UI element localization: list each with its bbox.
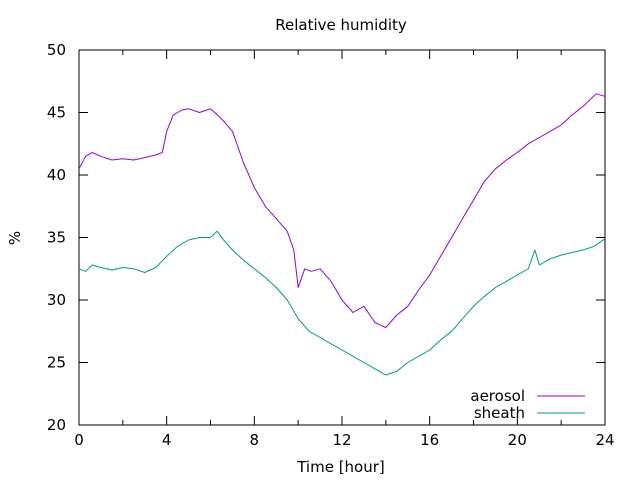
chart-title: Relative humidity [275, 16, 407, 34]
plot-area [78, 49, 606, 426]
series-lines [78, 93, 606, 376]
x-axis-title: Time [hour] [296, 458, 385, 476]
x-tick-label: 8 [250, 431, 260, 449]
series-line-sheath [78, 230, 606, 376]
x-tick-label: 0 [74, 431, 84, 449]
legend-label-sheath: sheath [474, 404, 525, 422]
y-axis-title: % [6, 231, 24, 245]
x-tick-label: 20 [508, 431, 527, 449]
plot-border [78, 49, 606, 426]
series-line-aerosol [78, 93, 606, 328]
axis-tick-labels: 0 4 8 12 16 20 24 20 25 30 35 40 45 50 [47, 41, 615, 449]
legend-label-aerosol: aerosol [470, 387, 525, 405]
x-tick-label: 16 [420, 431, 439, 449]
y-tick-label: 50 [47, 41, 66, 59]
y-tick-label: 35 [47, 229, 66, 247]
y-tick-label: 45 [47, 104, 66, 122]
y-tick-label: 25 [47, 354, 66, 372]
y-tick-label: 30 [47, 291, 66, 309]
x-tick-label: 12 [332, 431, 351, 449]
y-tick-label: 40 [47, 166, 66, 184]
x-tick-label: 4 [162, 431, 172, 449]
axis-ticks [78, 49, 606, 426]
x-tick-label: 24 [595, 431, 614, 449]
y-tick-label: 20 [47, 416, 66, 434]
